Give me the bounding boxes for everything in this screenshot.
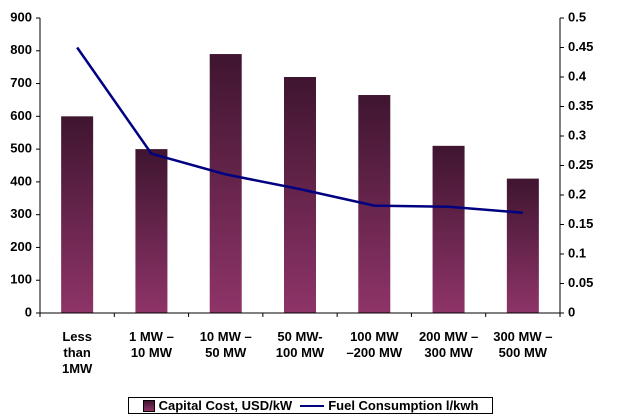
y2-tick-label: 0.25 <box>568 157 593 172</box>
y2-tick-label: 0.45 <box>568 39 593 54</box>
y2-tick-label: 0 <box>568 304 575 319</box>
y-tick-label: 900 <box>10 9 32 24</box>
y-tick-label: 700 <box>10 75 32 90</box>
y2-tick-label: 0.4 <box>568 68 587 83</box>
bar <box>61 116 94 313</box>
y-tick-label: 300 <box>10 206 32 221</box>
y-tick-label: 400 <box>10 173 32 188</box>
x-tick-label: 300 MW – 500 MW <box>493 329 553 360</box>
y-tick-label: 100 <box>10 272 32 287</box>
legend-swatch <box>300 404 325 407</box>
bar <box>506 178 539 313</box>
y-tick-label: 0 <box>25 304 32 319</box>
x-tick-label: 10 MW – 50 MW <box>199 329 252 360</box>
y2-tick-label: 0.1 <box>568 245 586 260</box>
line <box>76 46 523 214</box>
y2-tick-label: 0.2 <box>568 186 586 201</box>
legend-item: Fuel Consumption l/kwh <box>300 398 478 413</box>
y-tick-label: 600 <box>10 108 32 123</box>
y2-tick-label: 0.35 <box>568 98 593 113</box>
y2-tick-label: 0.15 <box>568 216 593 231</box>
x-tick-label: 100 MW –200 MW <box>346 329 403 360</box>
y2-tick-label: 0.3 <box>568 127 586 142</box>
x-tick-label: 50 MW- 100 MW <box>275 329 325 360</box>
x-tick-label: Less than 1MW <box>61 329 93 376</box>
bar <box>135 149 168 313</box>
bar <box>432 145 465 313</box>
x-tick-label: 1 MW – 10 MW <box>129 329 174 360</box>
legend-label: Fuel Consumption l/kwh <box>328 398 479 413</box>
legend: Capital Cost, USD/kW Fuel Consumption l/k… <box>128 397 493 414</box>
legend-label: Capital Cost, USD/kW <box>158 398 293 413</box>
y2-tick-label: 0.5 <box>568 9 586 24</box>
y-tick-label: 500 <box>10 141 32 156</box>
legend-item: Capital Cost, USD/kW <box>142 398 293 413</box>
bar <box>209 54 242 314</box>
legend-swatch <box>142 399 155 412</box>
y2-tick-label: 0.05 <box>568 275 593 290</box>
y-tick-label: 200 <box>10 239 32 254</box>
x-tick-label: 200 MW – 300 MW <box>418 329 479 360</box>
bar <box>284 77 316 313</box>
y-tick-label: 800 <box>10 42 32 57</box>
